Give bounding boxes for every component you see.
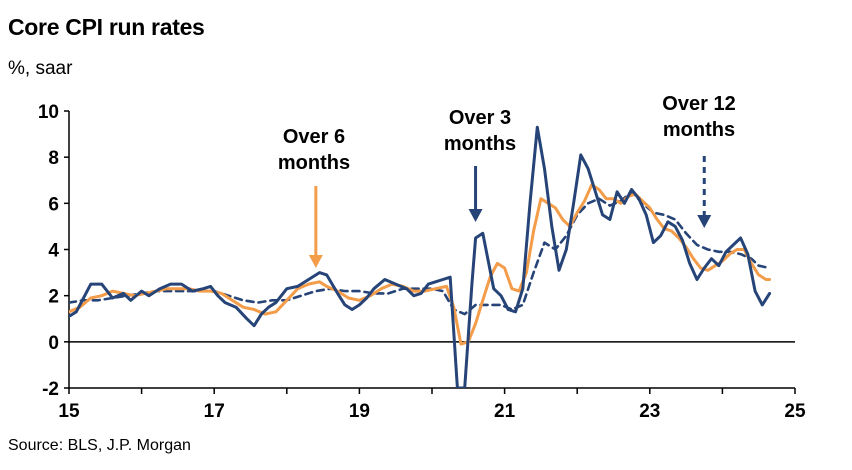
y-tick-label: 10 — [38, 102, 59, 123]
annotation-arrowhead-m3 — [468, 209, 483, 222]
series-line-over-6-months — [69, 183, 772, 346]
x-tick-label: 19 — [349, 401, 370, 422]
annotation-arrowhead-m6 — [308, 255, 323, 268]
annotation-label-m12: months — [663, 119, 735, 141]
annotation-label-m3: months — [444, 133, 516, 155]
x-tick-label: 25 — [784, 401, 806, 422]
x-tick-label: 17 — [204, 401, 225, 422]
x-tick-label: 21 — [494, 401, 516, 422]
annotation-label-m6: months — [278, 152, 350, 174]
y-tick-label: -2 — [42, 379, 59, 400]
y-tick-label: 6 — [48, 194, 59, 215]
y-tick-label: 4 — [48, 241, 59, 262]
x-tick-label: 15 — [58, 401, 80, 422]
annotation-arrowhead-m12 — [697, 215, 712, 228]
chart-title: Core CPI run rates — [8, 14, 205, 40]
annotation-label-m6: Over 6 — [283, 126, 345, 148]
y-tick-label: 0 — [48, 333, 59, 354]
annotation-label-m3: Over 3 — [449, 107, 511, 129]
x-tick-label: 23 — [639, 401, 660, 422]
series-line-over-3-months — [69, 125, 772, 388]
source-note: Source: BLS, J.P. Morgan — [8, 437, 191, 454]
y-axis-unit-label: %, saar — [8, 58, 73, 79]
y-tick-label: 2 — [48, 287, 59, 308]
y-tick-label: 8 — [48, 148, 59, 169]
series-line-over-12-months — [69, 190, 771, 316]
annotation-label-m12: Over 12 — [662, 93, 735, 115]
